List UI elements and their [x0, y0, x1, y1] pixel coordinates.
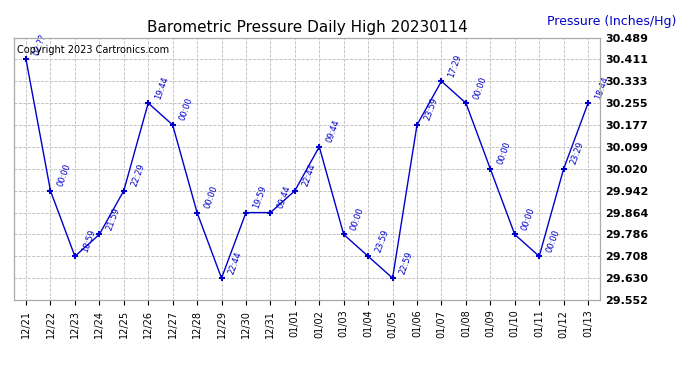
Title: Barometric Pressure Daily High 20230114: Barometric Pressure Daily High 20230114: [147, 20, 467, 35]
Text: 18:59: 18:59: [81, 228, 97, 254]
Text: 00:00: 00:00: [349, 206, 366, 232]
Text: 21:59: 21:59: [105, 206, 121, 232]
Text: 00:00: 00:00: [545, 228, 562, 254]
Text: 00:00: 00:00: [496, 141, 513, 166]
Text: 22:44: 22:44: [300, 163, 317, 188]
Text: 19:44: 19:44: [154, 75, 170, 100]
Text: 00:00: 00:00: [178, 97, 195, 122]
Text: 18:44: 18:44: [593, 75, 610, 100]
Text: 23:59: 23:59: [374, 228, 391, 254]
Text: Copyright 2023 Cartronics.com: Copyright 2023 Cartronics.com: [17, 45, 169, 56]
Text: 00:00: 00:00: [471, 75, 488, 100]
Text: 00:00: 00:00: [520, 206, 537, 232]
Text: 00:00: 00:00: [56, 163, 72, 188]
Text: 09:44: 09:44: [276, 184, 293, 210]
Text: Pressure (Inches/Hg): Pressure (Inches/Hg): [546, 15, 676, 28]
Text: 17:29: 17:29: [447, 53, 464, 78]
Text: 09:44: 09:44: [325, 118, 342, 144]
Text: 23:29: 23:29: [569, 141, 586, 166]
Text: 22:29: 22:29: [129, 163, 146, 188]
Text: 19:59: 19:59: [252, 184, 268, 210]
Text: 00:00: 00:00: [203, 184, 219, 210]
Text: 22:59: 22:59: [398, 250, 415, 275]
Text: 23:59: 23:59: [422, 97, 440, 122]
Text: 22:44: 22:44: [227, 250, 244, 275]
Text: 02:??: 02:??: [32, 33, 48, 57]
